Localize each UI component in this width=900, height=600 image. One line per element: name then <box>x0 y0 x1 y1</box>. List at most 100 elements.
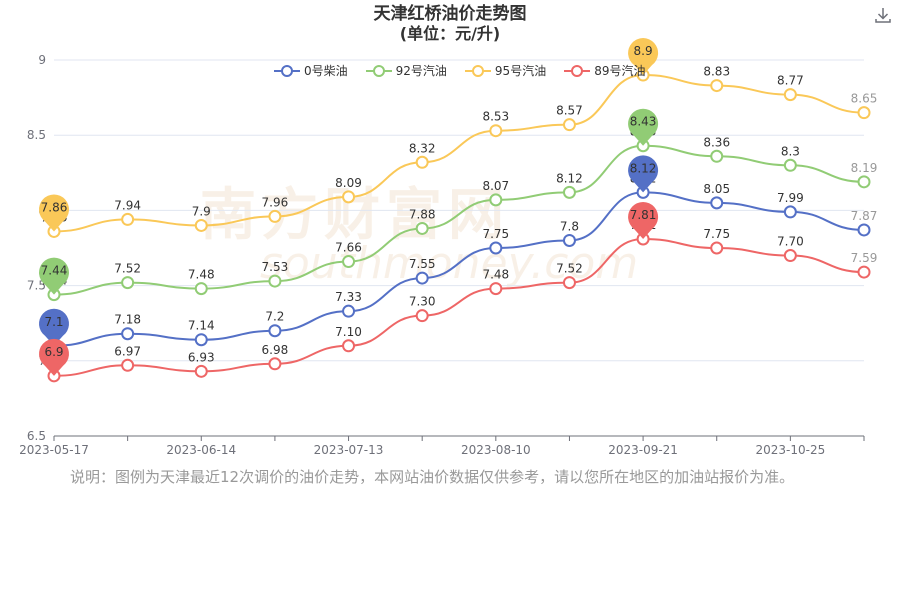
data-label: 7.88 <box>409 207 436 221</box>
data-point <box>268 274 282 288</box>
marker-pin-shape <box>628 155 659 193</box>
marker-pin: 7.1 <box>39 308 70 346</box>
legend-swatch <box>274 64 300 77</box>
data-label: 8.53 <box>482 110 509 124</box>
y-tick-label: 6.5 <box>27 429 46 443</box>
data-point <box>121 212 135 226</box>
data-point <box>857 175 871 189</box>
data-label: 7.66 <box>335 241 362 255</box>
marker-pin-label: 7.81 <box>630 208 657 222</box>
data-label: 7.53 <box>262 260 289 274</box>
marker-pin: 7.86 <box>39 194 70 232</box>
data-label: 8.36 <box>703 135 730 149</box>
data-label: 7.94 <box>114 198 141 212</box>
data-point <box>415 309 429 323</box>
data-label: 7.48 <box>482 268 509 282</box>
data-label: 7.75 <box>482 227 509 241</box>
data-point <box>268 324 282 338</box>
data-point <box>562 276 576 290</box>
data-label: 7.18 <box>114 313 141 327</box>
data-label: 8.07 <box>482 179 509 193</box>
data-point <box>194 218 208 232</box>
data-point <box>783 249 797 263</box>
data-label: 8.83 <box>703 65 730 79</box>
data-label: 7.87 <box>851 209 878 223</box>
data-label: 6.98 <box>262 343 289 357</box>
x-tick-label: 2023-08-10 <box>461 443 531 457</box>
legend-swatch <box>365 64 392 77</box>
marker-pin-label: 8.12 <box>630 161 657 175</box>
data-label: 7.9 <box>192 204 211 218</box>
data-point <box>857 223 871 237</box>
data-point <box>489 124 503 138</box>
legend-item[interactable]: 89号汽油 <box>564 62 645 79</box>
marker-pin-shape <box>39 308 70 346</box>
legend-swatch <box>564 64 591 77</box>
legend-item[interactable]: 0号柴油 <box>274 62 348 79</box>
legend-label: 92号汽油 <box>395 64 447 78</box>
data-point <box>783 205 797 219</box>
data-point <box>857 265 871 279</box>
data-label: 7.52 <box>556 262 583 276</box>
download-icon[interactable] <box>874 6 892 24</box>
data-point <box>415 155 429 169</box>
data-point <box>121 358 135 372</box>
marker-pin-shape <box>39 194 70 232</box>
marker-pin: 8.9 <box>628 38 659 76</box>
marker-pin: 6.9 <box>39 338 70 376</box>
legend-label: 95号汽油 <box>494 64 547 78</box>
data-label: 6.93 <box>188 350 215 364</box>
marker-pin: 8.43 <box>628 108 659 146</box>
data-label: 7.33 <box>335 290 362 304</box>
data-label: 8.05 <box>703 182 730 196</box>
marker-pin-shape <box>628 108 659 146</box>
data-point <box>489 241 503 255</box>
data-label: 7.2 <box>265 310 284 324</box>
y-tick-label: 9 <box>38 53 46 67</box>
series-line-1 <box>53 144 865 296</box>
data-point <box>783 158 797 172</box>
data-label: 7.59 <box>851 251 878 265</box>
data-label: 7.52 <box>114 262 141 276</box>
marker-pin-shape <box>628 201 659 239</box>
data-point <box>857 106 871 120</box>
data-label: 8.77 <box>777 74 804 88</box>
data-label: 7.8 <box>560 219 579 233</box>
marker-pin: 8.12 <box>628 155 659 193</box>
legend-swatch <box>464 64 491 77</box>
data-label: 8.3 <box>781 144 800 158</box>
marker-pin: 7.44 <box>39 257 70 295</box>
data-point <box>562 185 576 199</box>
data-point <box>194 364 208 378</box>
data-point <box>710 241 724 255</box>
data-label: 8.12 <box>556 171 583 185</box>
y-tick-label: 8.5 <box>27 128 46 142</box>
data-label: 7.55 <box>409 257 436 271</box>
data-label: 7.14 <box>188 319 215 333</box>
legend-label: 89号汽油 <box>594 64 646 78</box>
data-point <box>489 193 503 207</box>
data-label: 7.70 <box>777 235 804 249</box>
data-label: 7.96 <box>262 195 289 209</box>
data-label: 7.30 <box>409 295 436 309</box>
data-point <box>342 190 356 204</box>
chart-title-block: 天津红桥油价走势图 (单位：元/升) <box>0 4 900 43</box>
x-tick-label: 2023-05-17 <box>19 443 89 457</box>
x-tick-label: 2023-09-21 <box>608 443 678 457</box>
x-tick-label: 2023-10-25 <box>755 443 825 457</box>
data-label: 8.57 <box>556 104 583 118</box>
data-point <box>710 196 724 210</box>
legend: 0号柴油 92号汽油 95号汽油 89号汽油 <box>274 62 645 79</box>
data-label: 8.19 <box>851 161 878 175</box>
marker-pin-label: 6.9 <box>44 345 63 359</box>
data-point <box>342 339 356 353</box>
data-label: 7.10 <box>335 325 362 339</box>
data-label: 7.75 <box>703 227 730 241</box>
data-label: 7.48 <box>188 268 215 282</box>
data-point <box>710 149 724 163</box>
data-point <box>342 255 356 269</box>
legend-item[interactable]: 92号汽油 <box>365 62 447 79</box>
legend-item[interactable]: 95号汽油 <box>464 62 547 79</box>
data-point <box>121 276 135 290</box>
x-tick-label: 2023-07-13 <box>314 443 384 457</box>
